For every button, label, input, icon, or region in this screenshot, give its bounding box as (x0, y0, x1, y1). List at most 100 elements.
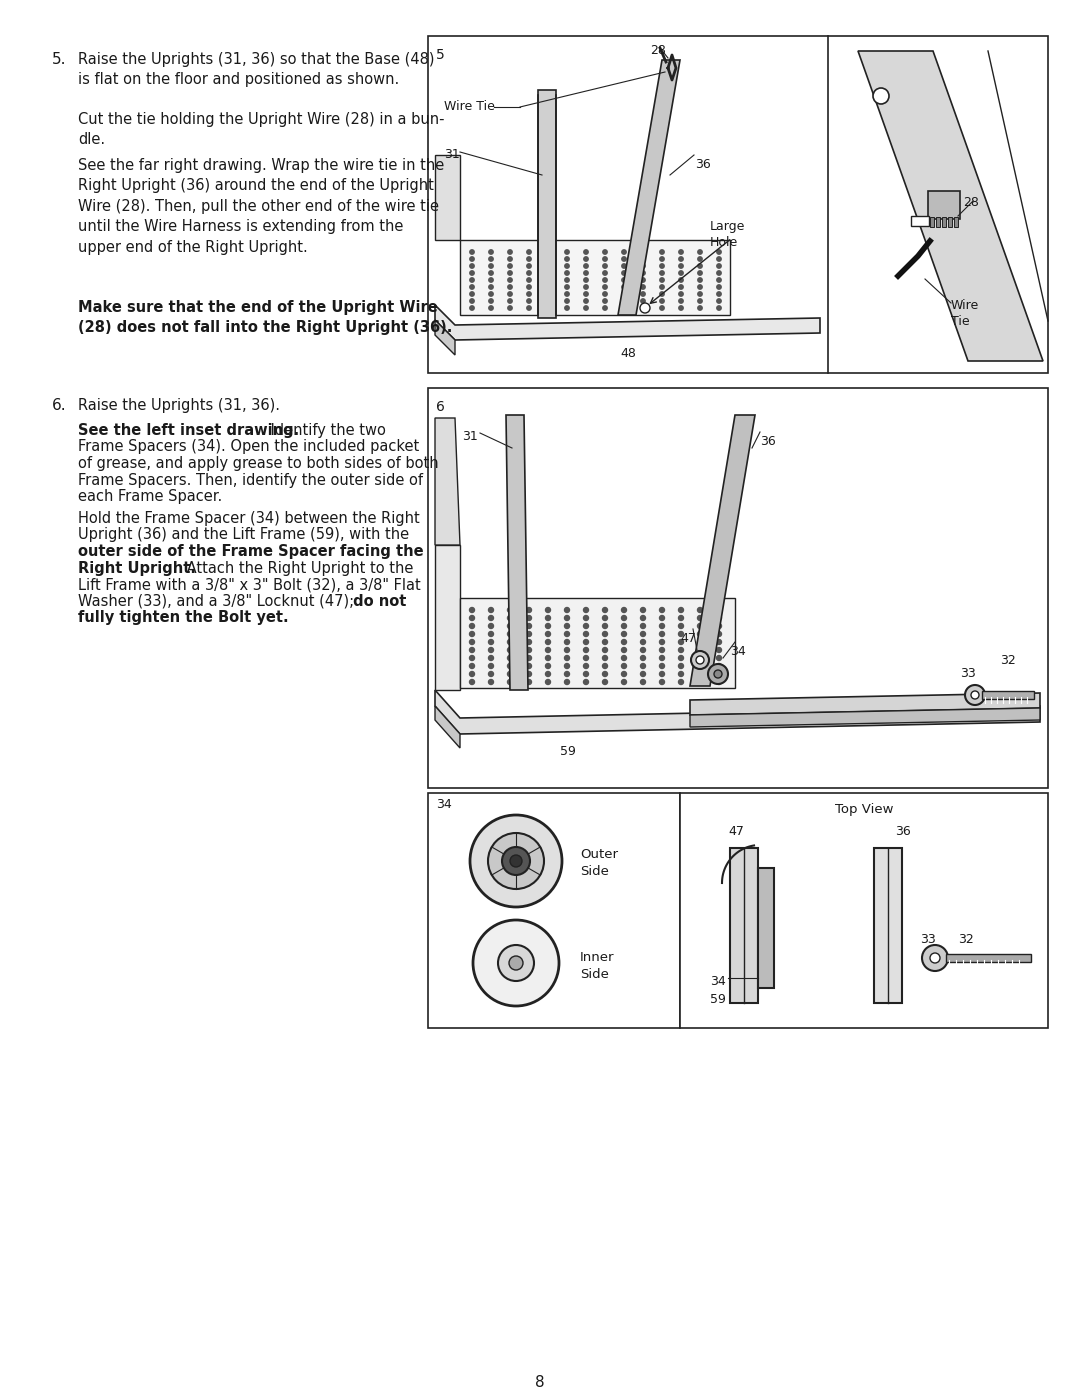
Circle shape (527, 299, 531, 303)
Circle shape (603, 664, 607, 669)
Circle shape (508, 257, 512, 261)
Circle shape (717, 306, 721, 310)
Circle shape (545, 299, 550, 303)
Circle shape (527, 271, 531, 275)
Text: Wire
Tie: Wire Tie (951, 299, 980, 328)
Bar (538, 89, 556, 319)
Circle shape (640, 608, 646, 612)
Circle shape (640, 292, 645, 296)
Circle shape (545, 655, 551, 661)
Text: 59: 59 (710, 993, 726, 1006)
Circle shape (508, 655, 513, 661)
Text: outer side of the Frame Spacer facing the: outer side of the Frame Spacer facing th… (78, 543, 423, 559)
Circle shape (716, 679, 721, 685)
Circle shape (545, 631, 551, 637)
Circle shape (527, 655, 531, 661)
Circle shape (698, 264, 702, 268)
Circle shape (622, 292, 626, 296)
Circle shape (583, 608, 589, 612)
Circle shape (508, 306, 512, 310)
Circle shape (660, 292, 664, 296)
Circle shape (698, 616, 702, 620)
Circle shape (698, 631, 702, 637)
Circle shape (489, 285, 494, 289)
Circle shape (660, 631, 664, 637)
Polygon shape (435, 705, 460, 747)
Circle shape (545, 278, 550, 282)
Text: Hold the Frame Spacer (34) between the Right: Hold the Frame Spacer (34) between the R… (78, 511, 420, 527)
Text: Upright (36) and the Lift Frame (59), with the: Upright (36) and the Lift Frame (59), wi… (78, 528, 409, 542)
Circle shape (527, 672, 531, 676)
Circle shape (473, 921, 559, 1006)
Circle shape (565, 257, 569, 261)
Circle shape (545, 292, 550, 296)
Circle shape (527, 257, 531, 261)
Text: Top View: Top View (835, 803, 893, 816)
Circle shape (698, 679, 702, 685)
Bar (948, 217, 951, 226)
Circle shape (488, 672, 494, 676)
Circle shape (545, 285, 550, 289)
Circle shape (603, 278, 607, 282)
Text: Washer (33), and a 3/8" Locknut (47);: Washer (33), and a 3/8" Locknut (47); (78, 594, 354, 609)
Circle shape (621, 647, 626, 652)
Circle shape (622, 271, 626, 275)
Text: 36: 36 (696, 158, 711, 170)
Text: 47: 47 (728, 826, 744, 838)
Polygon shape (460, 240, 730, 314)
Circle shape (527, 264, 531, 268)
Circle shape (621, 616, 626, 620)
Circle shape (640, 647, 646, 652)
Circle shape (470, 679, 474, 685)
Circle shape (698, 672, 702, 676)
Circle shape (584, 285, 589, 289)
Circle shape (716, 664, 721, 669)
Circle shape (621, 623, 626, 629)
Circle shape (508, 631, 513, 637)
Circle shape (640, 655, 646, 661)
Circle shape (488, 679, 494, 685)
Circle shape (583, 672, 589, 676)
Circle shape (565, 679, 569, 685)
Text: Lift Frame with a 3/8" x 3" Bolt (32), a 3/8" Flat: Lift Frame with a 3/8" x 3" Bolt (32), a… (78, 577, 421, 592)
Circle shape (622, 250, 626, 254)
Circle shape (679, 250, 684, 254)
Text: 59: 59 (561, 745, 576, 759)
Circle shape (470, 306, 474, 310)
Circle shape (622, 257, 626, 261)
Circle shape (584, 306, 589, 310)
Circle shape (660, 679, 664, 685)
Circle shape (716, 640, 721, 644)
Text: Wire Tie: Wire Tie (444, 101, 495, 113)
Text: 33: 33 (960, 666, 975, 680)
Polygon shape (507, 415, 528, 690)
Circle shape (470, 608, 474, 612)
Bar (758, 868, 774, 988)
Circle shape (603, 271, 607, 275)
Circle shape (470, 616, 474, 620)
Bar (874, 848, 902, 1003)
Circle shape (679, 278, 684, 282)
Circle shape (603, 631, 607, 637)
Circle shape (508, 285, 512, 289)
Circle shape (679, 292, 684, 296)
Circle shape (488, 631, 494, 637)
Circle shape (678, 647, 684, 652)
Text: Identify the two: Identify the two (266, 423, 386, 439)
Circle shape (679, 264, 684, 268)
Text: Right Upright.: Right Upright. (78, 560, 195, 576)
Polygon shape (858, 52, 1043, 360)
Circle shape (545, 679, 551, 685)
Circle shape (488, 640, 494, 644)
Circle shape (545, 647, 551, 652)
Text: 28: 28 (650, 43, 666, 57)
Circle shape (696, 657, 704, 664)
Circle shape (584, 299, 589, 303)
Circle shape (717, 278, 721, 282)
Circle shape (565, 608, 569, 612)
Circle shape (470, 672, 474, 676)
Circle shape (660, 257, 664, 261)
Circle shape (691, 651, 708, 669)
Text: 31: 31 (444, 148, 460, 161)
Circle shape (603, 647, 607, 652)
